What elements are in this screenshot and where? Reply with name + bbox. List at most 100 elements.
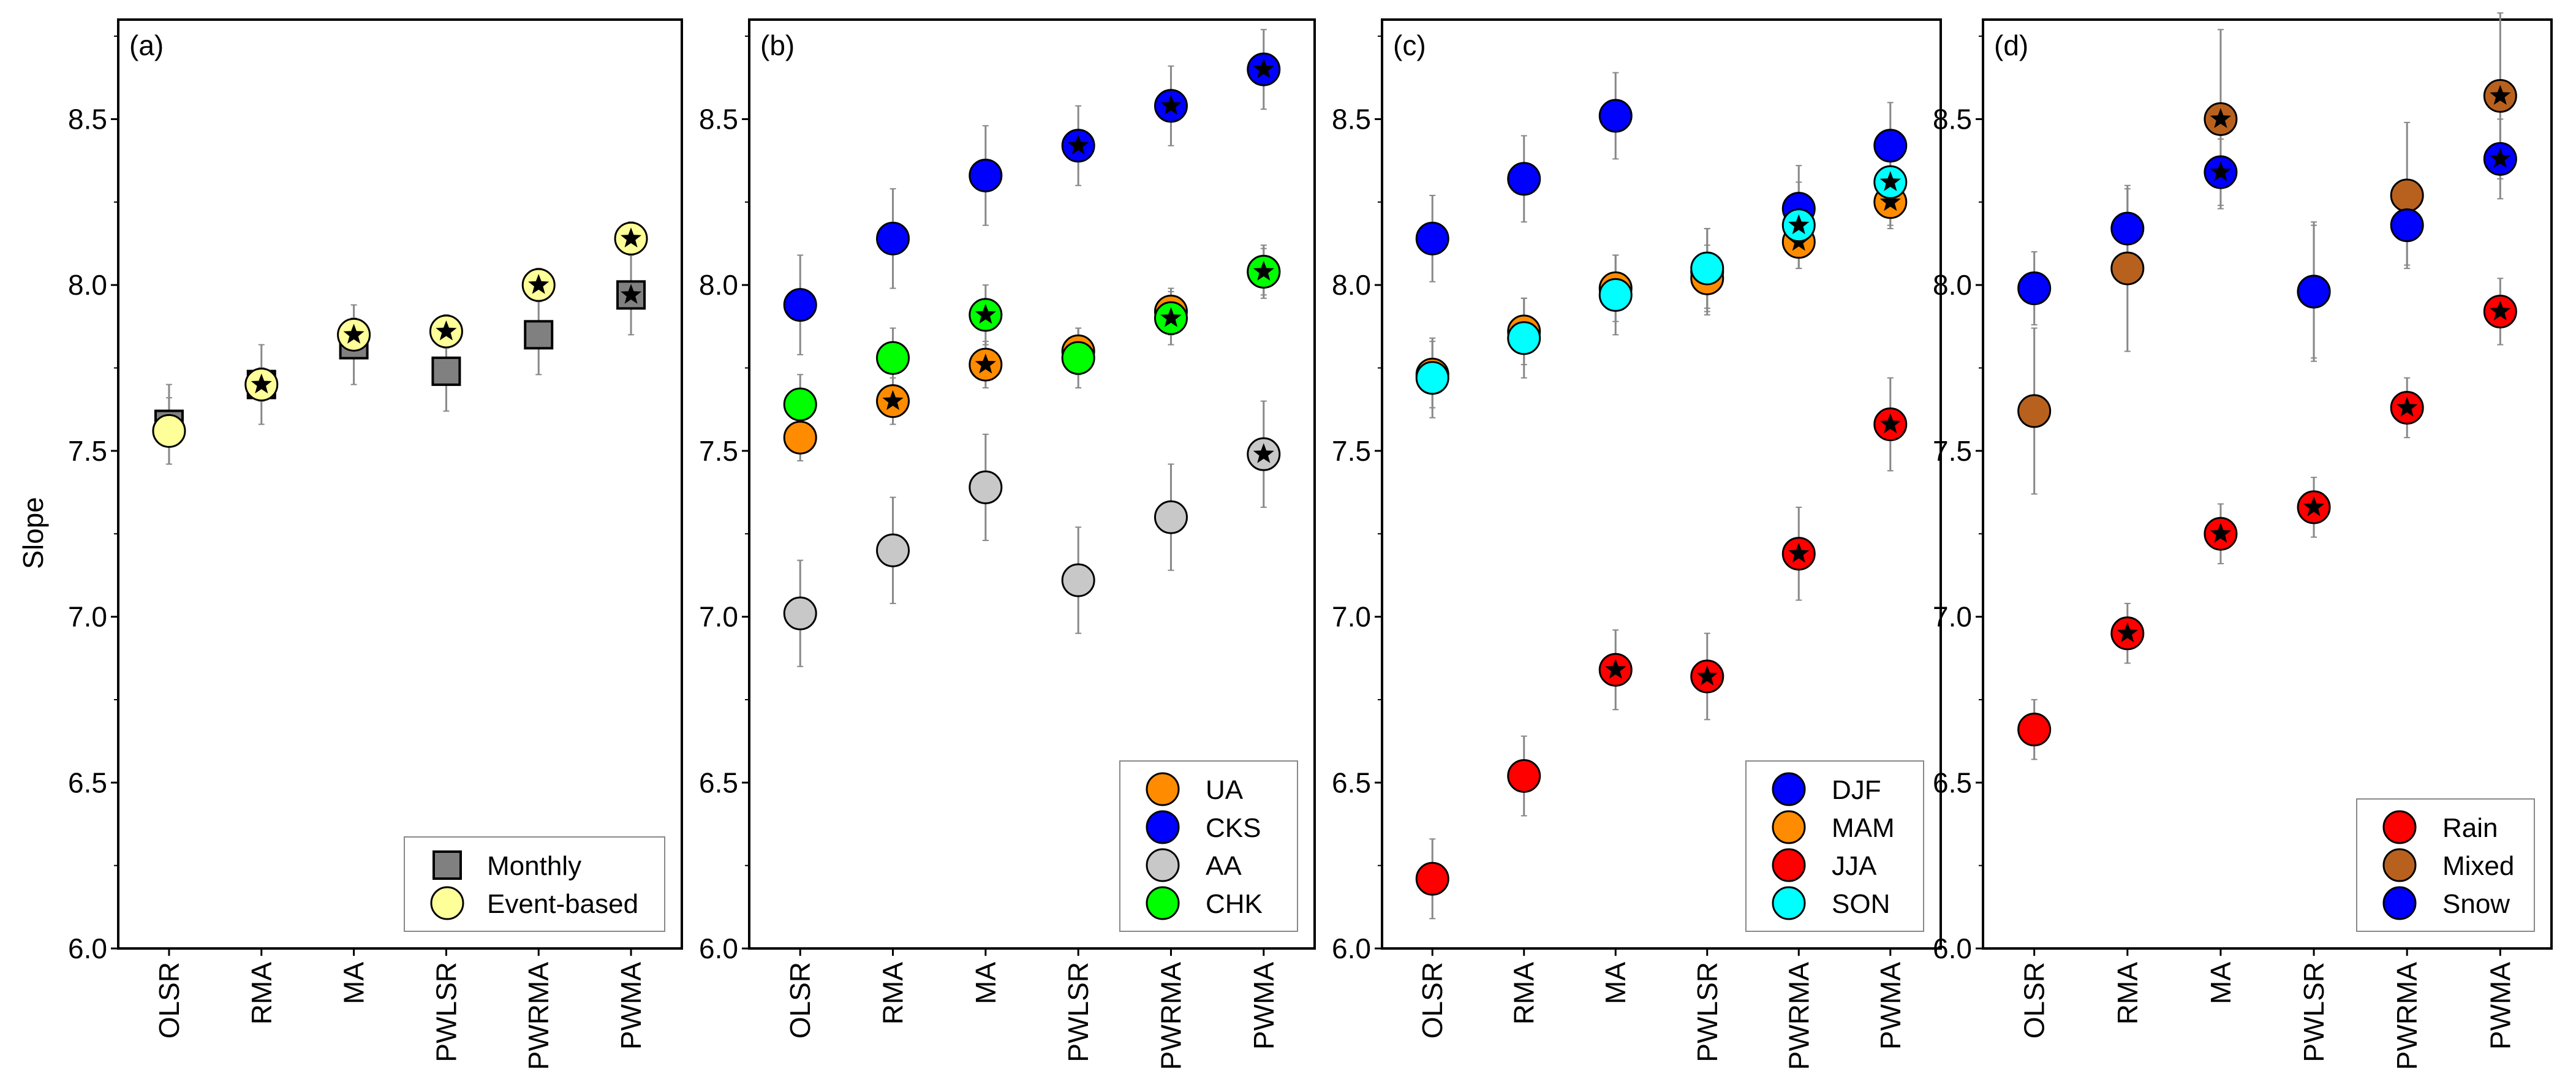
legend: UA CKS AA CHK (1119, 760, 1298, 932)
x-tick-label: MA (970, 962, 1002, 1004)
circle-marker (2382, 810, 2417, 844)
legend-label: Rain (2442, 813, 2498, 843)
y-tick-label: 7.5 (1332, 435, 1371, 467)
star-marker (1696, 665, 1718, 686)
star-marker (2117, 622, 2138, 643)
star-marker (343, 324, 364, 344)
star-marker (1253, 260, 1274, 281)
y-tick-label: 7.5 (699, 435, 738, 467)
data-point-event-based (152, 414, 186, 448)
legend-label: JJA (1832, 851, 1877, 881)
square-marker (431, 356, 461, 386)
circle-marker (1061, 563, 1095, 597)
y-tick-label: 6.0 (1933, 933, 1972, 964)
circle-marker (783, 288, 817, 322)
x-tick-label: PWRMA (1155, 962, 1187, 1070)
y-tick-label: 7.5 (68, 435, 107, 467)
circle-marker (783, 420, 817, 455)
data-point-snow (2390, 208, 2424, 243)
star-marker (2210, 523, 2232, 543)
data-point-chk (1061, 341, 1095, 375)
star-marker (2210, 161, 2232, 181)
y-tick-label: 7.0 (1332, 601, 1371, 633)
x-tick-label: PWRMA (1783, 962, 1815, 1070)
data-point-chk (1247, 254, 1281, 289)
star-marker (1160, 307, 1182, 327)
legend-label: SON (1832, 889, 1890, 919)
star-marker (1879, 171, 1901, 191)
legend-label: CHK (1206, 889, 1263, 919)
data-point-son (1781, 208, 1816, 243)
data-point-cks (969, 158, 1003, 192)
circle-marker (1146, 810, 1180, 844)
circle-marker (1598, 278, 1633, 312)
circle-marker (1598, 99, 1633, 133)
star-marker (1253, 443, 1274, 463)
data-point-son (1598, 278, 1633, 312)
circle-marker (876, 221, 910, 255)
y-tick-label: 8.0 (699, 269, 738, 301)
circle-marker (2110, 251, 2145, 286)
x-tick-label: MA (338, 962, 370, 1004)
star-marker (1160, 94, 1182, 115)
data-point-aa (876, 533, 910, 567)
circle-marker (2297, 274, 2331, 309)
circle-marker (1873, 129, 1908, 163)
data-point-son (1415, 361, 1449, 395)
data-point-mixed (2204, 102, 2238, 136)
star-marker (1879, 191, 1901, 211)
x-tick-label: RMA (877, 962, 909, 1025)
circle-marker (2017, 394, 2052, 428)
circle-marker (1772, 886, 1806, 920)
star-marker (975, 354, 996, 374)
star-marker (2210, 108, 2232, 128)
data-point-mixed (2017, 394, 2052, 428)
x-tick-label: MA (1600, 962, 1631, 1004)
data-point-aa (1154, 500, 1188, 534)
y-tick-label: 8.5 (1332, 103, 1371, 135)
data-point-chk (969, 298, 1003, 332)
legend-label: Event-based (487, 889, 638, 919)
star-marker (2490, 300, 2511, 320)
data-point-ua (969, 347, 1003, 382)
data-point-aa (1247, 437, 1281, 471)
y-tick-label: 6.5 (68, 766, 107, 798)
data-point-jja (1873, 407, 1908, 442)
data-point-mixed (2483, 79, 2517, 113)
y-tick-label: 8.5 (699, 103, 738, 135)
legend-label: DJF (1832, 775, 1881, 805)
y-tick-label: 8.0 (68, 269, 107, 301)
circle-marker (1061, 341, 1095, 375)
y-tick-label: 6.0 (699, 933, 738, 964)
y-tick-label: 6.5 (699, 766, 738, 798)
panel-b: 6.0 6.5 7.0 7.5 8.0 8.5 OLSR RMA MA PWLSR PWRMA PWM… (699, 18, 1316, 1070)
circle-marker (783, 596, 817, 630)
square-marker (524, 320, 554, 350)
x-tick-label: PWLSR (1691, 962, 1723, 1062)
y-tick-label: 8.0 (1332, 269, 1371, 301)
star-marker (528, 274, 550, 294)
circle-marker (783, 387, 817, 422)
circle-marker (1507, 321, 1541, 355)
data-point-aa (783, 596, 817, 630)
x-tick-label: PWLSR (1062, 962, 1094, 1062)
data-point-event-based (429, 314, 463, 349)
x-tick-label: PWMA (1248, 962, 1280, 1050)
data-point-jja (1781, 537, 1816, 571)
data-point-event-based (244, 368, 279, 402)
circle-marker (1772, 772, 1806, 806)
data-point-jja (1415, 861, 1449, 896)
data-point-jja (1507, 759, 1541, 793)
data-point-monthly (431, 356, 461, 386)
data-point-mixed (2110, 251, 2145, 286)
circle-marker (2017, 271, 2052, 306)
circle-marker (152, 414, 186, 448)
legend: Monthly Event-based (404, 836, 665, 932)
star-marker (2490, 148, 2511, 168)
star-marker (1788, 214, 1810, 235)
data-point-rain (2110, 616, 2145, 651)
data-point-djf (1598, 99, 1633, 133)
data-point-cks (783, 288, 817, 322)
panel-label: (a) (129, 29, 164, 61)
